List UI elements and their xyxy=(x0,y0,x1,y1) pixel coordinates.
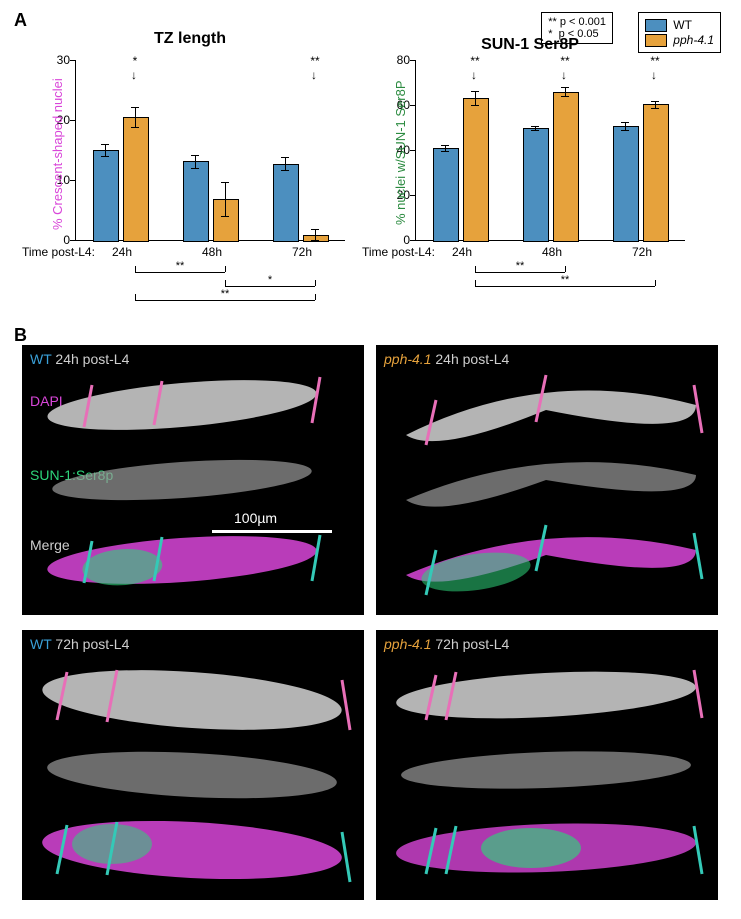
significance-arrow: ↓ xyxy=(561,68,567,82)
panel-a-label: A xyxy=(14,10,27,31)
chart-right-title: SUN-1 Ser8P xyxy=(430,36,630,54)
significance-arrow: ↓ xyxy=(471,68,477,82)
series-legend: WT pph-4.1 xyxy=(638,12,721,53)
significance-arrow: ↓ xyxy=(131,68,137,82)
bracket-mark: ** xyxy=(510,260,530,272)
y-tick-label: 30 xyxy=(50,53,70,67)
bracket-line xyxy=(225,286,315,287)
chart-left-xcaption: Time post-L4: xyxy=(22,245,95,259)
bar-wt xyxy=(523,128,549,242)
bar-wt xyxy=(613,126,639,242)
bar-wt xyxy=(93,150,119,242)
bracket-line xyxy=(135,272,225,273)
gonad-cartoon-svg xyxy=(22,630,364,900)
bar-wt xyxy=(433,148,459,242)
x-tick-label: 24h xyxy=(102,245,142,259)
legend-pph-label: pph-4.1 xyxy=(673,33,714,47)
bar-pph xyxy=(123,117,149,242)
chart-right-brackets: ** ** xyxy=(415,262,685,312)
x-tick-label: 72h xyxy=(282,245,322,259)
legend-pph: pph-4.1 xyxy=(645,33,714,47)
bracket-mark: ** xyxy=(215,288,235,300)
significance-mark: ** xyxy=(555,54,575,68)
bracket-mark: ** xyxy=(170,260,190,272)
bar-pph xyxy=(643,104,669,242)
x-tick-label: 72h xyxy=(622,245,662,259)
x-tick-label: 48h xyxy=(532,245,572,259)
x-tick-label: 48h xyxy=(192,245,232,259)
bar-wt xyxy=(273,164,299,242)
panel-b-label: B xyxy=(14,325,27,346)
chart-left-brackets: ***** xyxy=(75,262,345,312)
y-tick-label: 80 xyxy=(390,53,410,67)
micrograph-wt-24h: WT 24h post-L4 DAPI SUN-1:Ser8p Merge 10… xyxy=(22,345,364,615)
chart-left-title: TZ length xyxy=(90,30,290,48)
gonad-cartoon-svg xyxy=(376,345,718,615)
gonad-cartoon-svg xyxy=(22,345,364,615)
significance-arrow: ↓ xyxy=(311,68,317,82)
legend-wt: WT xyxy=(645,18,714,32)
bar-pph xyxy=(463,98,489,242)
chart-right-xcaption: Time post-L4: xyxy=(362,245,435,259)
bracket-line xyxy=(135,300,315,301)
bracket-line xyxy=(475,286,655,287)
bar-pph xyxy=(553,92,579,243)
bar-pph xyxy=(213,199,239,242)
x-tick-label: 24h xyxy=(442,245,482,259)
gonad-cartoon-svg xyxy=(376,630,718,900)
chart-sun1-ser8p: 02040608024h48h72h**↓**↓**↓ xyxy=(415,60,685,240)
bracket-line xyxy=(475,272,565,273)
micrograph-pph-24h: pph-4.1 24h post-L4 xyxy=(376,345,718,615)
micrograph-wt-72h: WT 72h post-L4 xyxy=(22,630,364,900)
significance-mark: ** xyxy=(645,54,665,68)
bar-wt xyxy=(183,161,209,242)
legend-wt-label: WT xyxy=(673,18,692,32)
chart-tz-length: 010203024h48h72h*↓**↓ xyxy=(75,60,345,240)
chart-left-ylabel: % Crescent-shaped nuclei xyxy=(50,78,65,230)
bracket-mark: * xyxy=(260,274,280,286)
micrograph-pph-72h: pph-4.1 72h post-L4 xyxy=(376,630,718,900)
bracket-mark: ** xyxy=(555,274,575,286)
significance-mark: * xyxy=(125,54,145,68)
significance-arrow: ↓ xyxy=(651,68,657,82)
significance-mark: ** xyxy=(305,54,325,68)
significance-mark: ** xyxy=(465,54,485,68)
chart-right-ylabel: % nuclei w/SUN-1 Ser8P xyxy=(393,81,408,226)
